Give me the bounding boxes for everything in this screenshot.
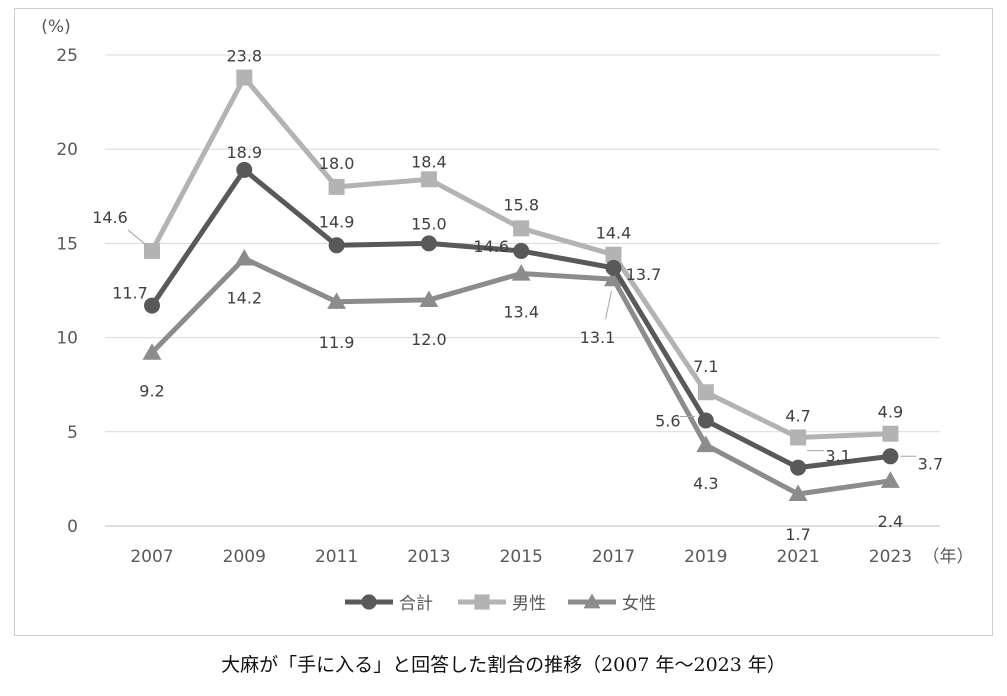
- data-label: 23.8: [226, 47, 262, 66]
- x-tick-label: 2011: [315, 547, 358, 567]
- data-point: [236, 161, 253, 178]
- x-axis-unit-label: （年）: [923, 547, 974, 567]
- data-point: [419, 290, 439, 308]
- data-point: [696, 435, 716, 453]
- leader-line: [605, 291, 612, 320]
- data-point: [142, 343, 162, 360]
- data-label: 4.7: [785, 406, 810, 425]
- data-point: [790, 459, 807, 476]
- y-tick-label: 10: [56, 329, 78, 349]
- data-point: [234, 249, 254, 266]
- data-point: [697, 412, 714, 429]
- x-tick-label: 2009: [223, 547, 266, 567]
- data-label: 13.1: [580, 328, 616, 347]
- legend-marker: [583, 593, 601, 609]
- data-point: [513, 242, 530, 259]
- data-label: 14.2: [226, 288, 262, 307]
- x-tick-label: 2015: [500, 547, 543, 567]
- data-label: 3.1: [825, 447, 850, 466]
- data-label: 14.4: [596, 224, 632, 243]
- data-label: 13.7: [626, 265, 662, 284]
- legend-marker: [474, 594, 490, 610]
- data-label: 4.3: [693, 474, 718, 493]
- data-label: 18.0: [319, 154, 355, 173]
- data-point: [420, 235, 437, 252]
- data-label: 13.4: [503, 303, 539, 322]
- x-tick-label: 2017: [592, 547, 635, 567]
- y-tick-label: 0: [67, 517, 78, 537]
- data-point: [327, 292, 347, 309]
- chart-frame: [14, 8, 993, 636]
- data-point: [697, 384, 714, 401]
- data-point: [511, 264, 531, 281]
- data-point: [605, 246, 622, 263]
- data-label: 7.1: [693, 357, 718, 376]
- chart-caption: 大麻が「手に入る」と回答した割合の推移（2007 年～2023 年）: [221, 654, 786, 676]
- data-label: 11.7: [112, 284, 148, 303]
- data-point: [882, 448, 899, 465]
- data-label: 1.7: [785, 525, 810, 544]
- legend-marker: [361, 594, 377, 610]
- data-label: 18.9: [226, 143, 262, 162]
- data-point: [790, 429, 807, 446]
- legend-label: 男性: [512, 594, 546, 614]
- data-label: 14.9: [319, 212, 355, 231]
- line-chart: 0 5 10 15 20 25 (%) 2007 2009 2011 2013 2015 2017 201…: [41, 17, 974, 614]
- data-point: [420, 171, 437, 188]
- data-label: 12.0: [411, 330, 447, 349]
- x-tick-label: 2019: [684, 547, 727, 567]
- data-label: 14.6: [473, 237, 509, 256]
- data-label: 3.7: [918, 454, 943, 473]
- data-point: [513, 220, 530, 237]
- x-tick-label: 2023: [869, 547, 912, 567]
- data-point: [604, 269, 623, 287]
- leader-line: [127, 229, 147, 246]
- data-label: 15.8: [503, 195, 539, 214]
- data-point: [328, 178, 345, 195]
- x-tick-label: 2013: [407, 547, 450, 567]
- data-point: [605, 259, 622, 276]
- y-tick-label: 5: [67, 423, 78, 443]
- y-tick-label: 20: [56, 140, 78, 160]
- data-label: 11.9: [319, 333, 355, 352]
- data-point: [144, 242, 160, 259]
- data-point: [144, 297, 160, 314]
- x-tick-label: 2021: [776, 547, 819, 567]
- data-point: [788, 484, 808, 502]
- data-point: [236, 69, 253, 86]
- data-point: [328, 237, 345, 254]
- data-label: 9.2: [139, 382, 164, 401]
- y-axis-unit-label: (%): [41, 17, 70, 37]
- data-point: [882, 425, 899, 442]
- legend-label: 女性: [622, 594, 656, 614]
- data-label: 15.0: [411, 214, 447, 233]
- data-label: 2.4: [878, 512, 903, 531]
- data-label: 5.6: [655, 411, 680, 430]
- x-tick-label: 2007: [130, 547, 173, 567]
- y-tick-label: 25: [56, 46, 78, 66]
- data-point: [880, 471, 900, 488]
- y-tick-label: 15: [56, 234, 78, 254]
- legend-label: 合計: [399, 594, 433, 614]
- data-label: 14.6: [92, 208, 128, 227]
- data-label: 4.9: [878, 403, 903, 422]
- data-label: 18.4: [411, 152, 447, 171]
